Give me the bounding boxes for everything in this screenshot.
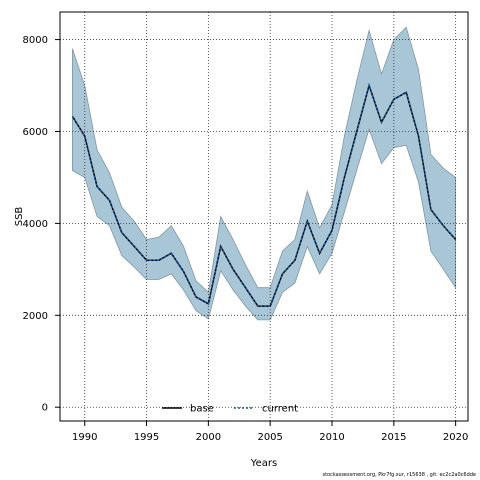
grid <box>60 12 468 421</box>
legend-label-base: base <box>190 404 214 415</box>
y-tick-label-6000: 6000 <box>23 127 48 138</box>
confidence-band-layer <box>72 26 457 321</box>
x-axis-title: Years <box>250 458 277 469</box>
legend: base current <box>162 404 298 415</box>
x-tick-label-2020: 2020 <box>443 432 468 443</box>
x-tick-label-2000: 2000 <box>196 432 221 443</box>
y-axis-title: SSB <box>14 207 25 227</box>
y-axis-ticks: 0 2000 4000 6000 8000 <box>23 35 60 414</box>
series-lines <box>71 82 457 307</box>
x-axis-ticks: 1990 1995 2000 2005 2010 2015 2020 <box>72 421 468 443</box>
series-line-current <box>71 82 457 307</box>
x-tick-label-1995: 1995 <box>134 432 159 443</box>
y-tick-label-8000: 8000 <box>23 35 48 46</box>
legend-label-current: current <box>262 404 298 415</box>
x-tick-label-2005: 2005 <box>257 432 282 443</box>
y-tick-label-4000: 4000 <box>23 219 48 230</box>
confidence-band <box>72 26 457 321</box>
x-tick-label-2010: 2010 <box>319 432 344 443</box>
footer-note: stockassessment.org, Pkr7fg.sur, r15638 … <box>322 472 476 478</box>
x-tick-label-2015: 2015 <box>381 432 406 443</box>
y-tick-label-2000: 2000 <box>23 311 48 322</box>
plot-frame <box>59 11 469 422</box>
y-tick-label-0: 0 <box>42 403 48 414</box>
x-tick-label-1990: 1990 <box>72 432 97 443</box>
